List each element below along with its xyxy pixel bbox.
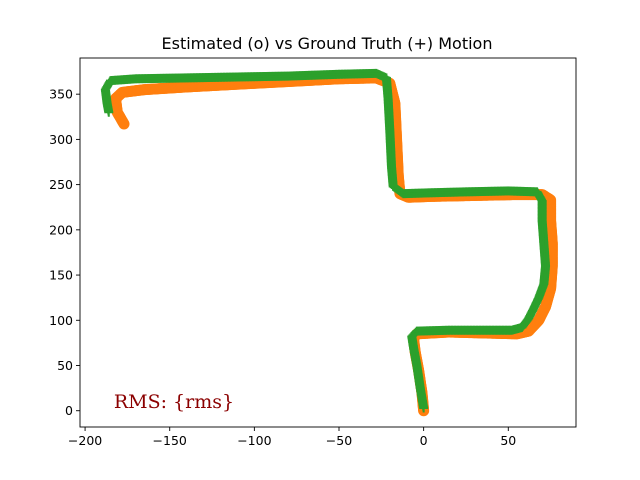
y-tick-label: 200 bbox=[49, 222, 73, 237]
x-tick-label: 50 bbox=[500, 433, 516, 448]
x-tick-label: −50 bbox=[326, 433, 352, 448]
x-tick-label: 0 bbox=[420, 433, 428, 448]
y-tick-label: 150 bbox=[49, 268, 73, 283]
y-tick-label: 0 bbox=[65, 403, 73, 418]
y-tick-label: 250 bbox=[49, 177, 73, 192]
y-tick-label: 350 bbox=[49, 87, 73, 102]
ground-truth-point bbox=[104, 107, 114, 117]
rms-annotation: RMS: {rms} bbox=[114, 391, 234, 413]
x-tick-label: −200 bbox=[68, 433, 102, 448]
y-tick-label: 300 bbox=[49, 132, 73, 147]
y-tick-label: 100 bbox=[49, 313, 73, 328]
ground-truth-series bbox=[100, 68, 551, 413]
y-tick-label: 50 bbox=[57, 358, 73, 373]
x-tick-label: −100 bbox=[237, 433, 271, 448]
axes: −200 −150 −100 −50 0 50 0 50 100 150 200 250 300 350 bbox=[49, 57, 577, 448]
x-tick-label: −150 bbox=[153, 433, 187, 448]
plot-marks bbox=[100, 68, 558, 417]
axes-frame bbox=[79, 57, 577, 428]
chart-title: Estimated (o) vs Ground Truth (+) Motion bbox=[162, 34, 493, 53]
estimated-point bbox=[118, 118, 130, 130]
